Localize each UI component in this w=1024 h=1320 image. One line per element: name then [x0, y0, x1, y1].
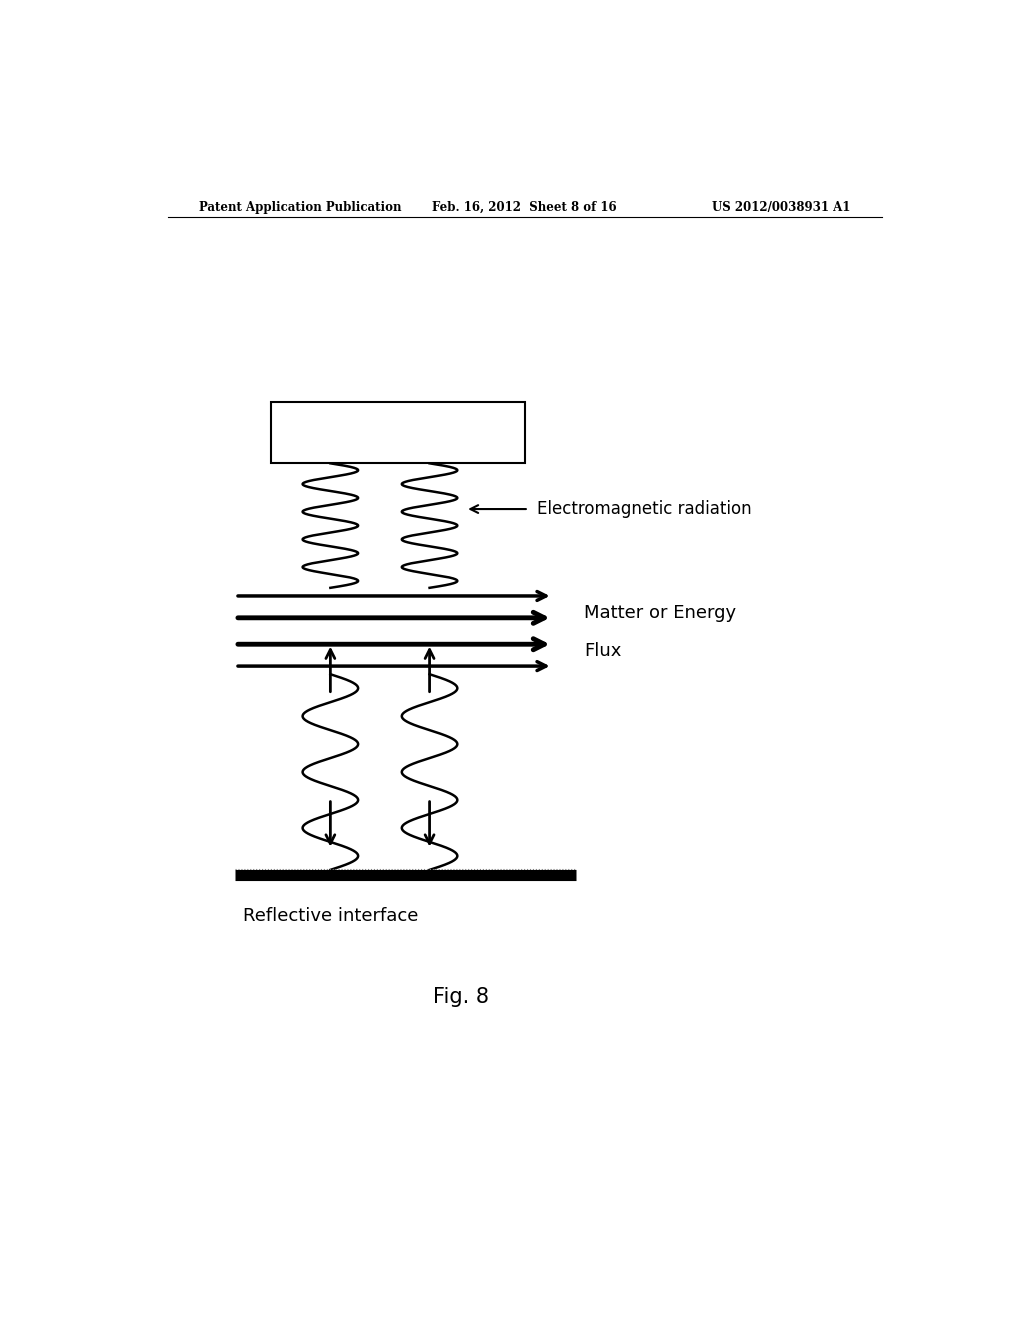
Text: Matter or Energy: Matter or Energy	[585, 603, 736, 622]
Text: Reflective interface: Reflective interface	[243, 907, 419, 924]
Text: Patent Application Publication: Patent Application Publication	[200, 201, 402, 214]
Text: US 2012/0038931 A1: US 2012/0038931 A1	[712, 201, 850, 214]
Text: Measuring device: Measuring device	[306, 422, 489, 442]
Bar	[270, 403, 524, 463]
Text: Fig. 8: Fig. 8	[433, 987, 489, 1007]
Text: Electromagnetic radiation: Electromagnetic radiation	[537, 500, 752, 517]
Text: Flux: Flux	[585, 643, 622, 660]
Text: Feb. 16, 2012  Sheet 8 of 16: Feb. 16, 2012 Sheet 8 of 16	[432, 201, 617, 214]
